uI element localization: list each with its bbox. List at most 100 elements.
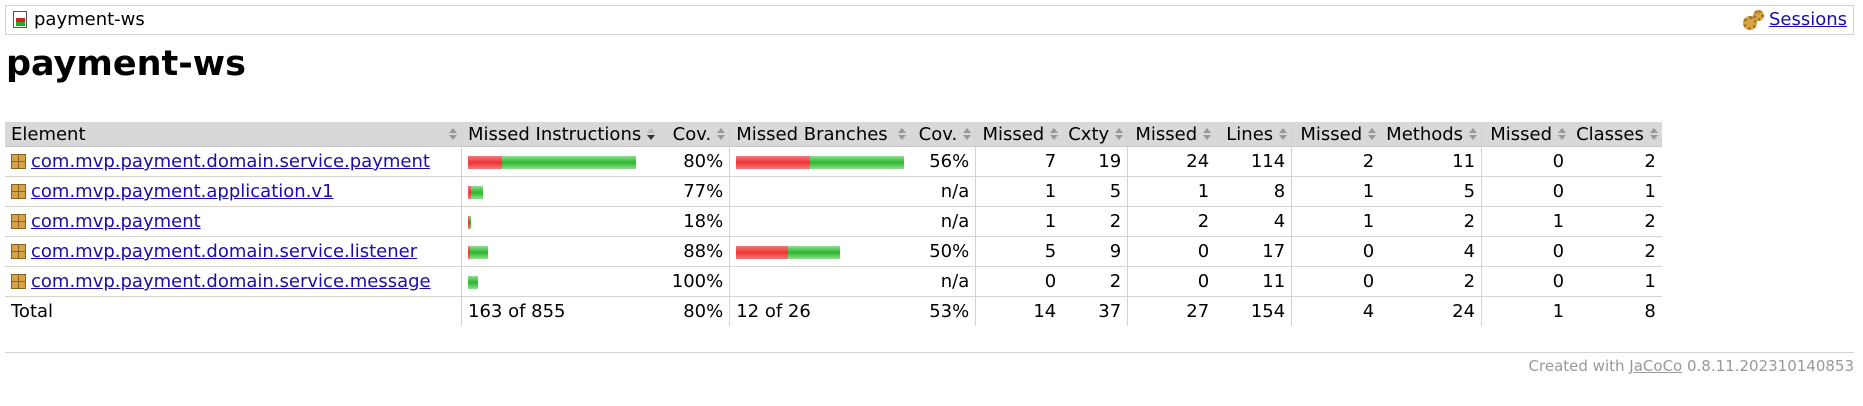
table-row: com.mvp.payment.domain.service.payment 80… (5, 146, 1662, 177)
footer-version: 0.8.11.202310140853 (1687, 357, 1854, 375)
instruction-bar-cell (461, 206, 660, 237)
methods: 2 (1380, 206, 1482, 237)
sessions-link[interactable]: Sessions (1768, 9, 1847, 30)
total-instructions-cov: 80% (683, 301, 724, 322)
header-instructions-cov[interactable]: Cov. (659, 122, 730, 147)
branch-bar-cell (729, 206, 911, 237)
missed-bar-segment (468, 215, 470, 229)
missed-lines: 0 (1127, 236, 1216, 267)
missed-classes: 1 (1481, 206, 1571, 237)
missed-classes: 0 (1481, 176, 1571, 207)
table-row: com.mvp.payment.application.v1 77% n/a 1 5 1 8… (5, 176, 1662, 207)
methods: 5 (1380, 176, 1482, 207)
total-lines: 154 (1250, 301, 1286, 322)
header-branches-cov[interactable]: Cov. (910, 122, 976, 147)
header-methods[interactable]: Methods (1380, 122, 1482, 147)
missed-cxty: 1 (975, 206, 1063, 237)
missed-bar-segment (468, 155, 502, 169)
cxty: 2 (1062, 206, 1128, 237)
header-classes[interactable]: Classes (1570, 122, 1662, 147)
lines: 11 (1215, 266, 1292, 297)
covered-bar-segment (810, 155, 905, 169)
methods: 2 (1380, 266, 1482, 297)
header-lines[interactable]: Lines (1215, 122, 1292, 147)
package-link[interactable]: com.mvp.payment.domain.service.listener (31, 241, 418, 262)
jacoco-link[interactable]: JaCoCo (1629, 357, 1683, 375)
missed-classes: 0 (1481, 146, 1571, 177)
package-link[interactable]: com.mvp.payment.application.v1 (31, 181, 334, 202)
branch-coverage-bar (736, 245, 841, 259)
sort-icon (449, 128, 458, 140)
methods: 11 (1380, 146, 1482, 177)
total-missed-cxty: 14 (975, 296, 1063, 326)
header-element[interactable]: Element (5, 122, 462, 147)
branch-bar-cell (729, 146, 911, 177)
package-icon (11, 214, 26, 229)
instructions-cov: 100% (659, 266, 730, 297)
missed-cxty: 7 (975, 146, 1063, 177)
covered-bar-segment (788, 245, 841, 259)
cxty: 19 (1062, 146, 1128, 177)
footer: Created with JaCoCo 0.8.11.202310140853 (1529, 357, 1854, 375)
missed-bar-segment (468, 245, 470, 259)
sort-desc-icon (647, 128, 656, 140)
classes: 2 (1570, 236, 1662, 267)
header-missed-lines[interactable]: Missed (1127, 122, 1216, 147)
missed-methods: 0 (1291, 266, 1381, 297)
missed-methods: 1 (1291, 206, 1381, 237)
sessions-area: Sessions (1742, 9, 1847, 30)
covered-bar-segment (471, 185, 483, 199)
total-missed-instructions: 163 of 855 (461, 296, 660, 326)
element-cell: com.mvp.payment (5, 206, 462, 237)
instruction-coverage-bar (468, 245, 488, 259)
element-cell: com.mvp.payment.domain.service.listener (5, 236, 462, 267)
package-link[interactable]: com.mvp.payment.domain.service.payment (31, 151, 430, 172)
missed-classes: 0 (1481, 236, 1571, 267)
branches-cov: n/a (910, 266, 976, 297)
classes: 1 (1570, 176, 1662, 207)
total-missed-lines: 27 (1127, 296, 1216, 326)
total-missed-methods: 4 (1291, 296, 1381, 326)
instruction-coverage-bar (468, 185, 483, 199)
session-gears-icon (1742, 9, 1765, 30)
element-cell: com.mvp.payment.application.v1 (5, 176, 462, 207)
header-missed-cxty[interactable]: Missed (975, 122, 1063, 147)
missed-classes: 0 (1481, 266, 1571, 297)
header-missed-branches[interactable]: Missed Branches (729, 122, 911, 147)
header-missed-instructions[interactable]: Missed Instructions (461, 122, 660, 147)
covered-bar-segment (470, 245, 488, 259)
breadcrumb-current: payment-ws (12, 9, 145, 30)
cxty: 2 (1062, 266, 1128, 297)
total-classes: 8 (1644, 301, 1656, 322)
header-missed-methods[interactable]: Missed (1291, 122, 1381, 147)
total-label: Total (11, 301, 54, 322)
total-branches-cov: 53% (929, 301, 970, 322)
sort-icon (1115, 128, 1124, 140)
sort-icon (1050, 128, 1059, 140)
table-row: com.mvp.payment.domain.service.message 10… (5, 266, 1662, 297)
sort-icon (898, 128, 907, 140)
branches-cov: 50% (910, 236, 976, 267)
missed-bar-segment (736, 245, 789, 259)
branch-bar-cell (729, 266, 911, 297)
branch-bar-cell (729, 236, 911, 267)
instruction-bar-cell (461, 176, 660, 207)
header-cxty[interactable]: Cxty (1062, 122, 1128, 147)
covered-bar-segment (468, 275, 478, 289)
missed-lines: 24 (1127, 146, 1216, 177)
header-missed-classes[interactable]: Missed (1481, 122, 1571, 147)
missed-methods: 2 (1291, 146, 1381, 177)
report-icon (12, 10, 30, 30)
sort-icon (717, 128, 726, 140)
classes: 1 (1570, 266, 1662, 297)
instructions-cov: 88% (659, 236, 730, 267)
total-row: Total 163 of 855 80% 12 of 26 53% 14 37 … (5, 296, 1662, 326)
sort-icon (1368, 128, 1377, 140)
footer-divider (5, 352, 1854, 353)
lines: 114 (1215, 146, 1292, 177)
instruction-coverage-bar (468, 155, 636, 169)
package-link[interactable]: com.mvp.payment.domain.service.message (31, 271, 431, 292)
package-icon (11, 244, 26, 259)
instruction-bar-cell (461, 266, 660, 297)
package-link[interactable]: com.mvp.payment (31, 211, 201, 232)
